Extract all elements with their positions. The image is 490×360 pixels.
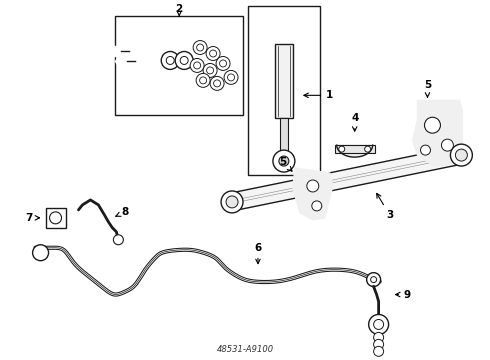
Bar [46, 208, 66, 228]
Bar [335, 145, 375, 153]
Text: 1: 1 [304, 90, 333, 100]
Circle shape [227, 74, 235, 81]
Circle shape [193, 41, 207, 54]
Circle shape [210, 50, 217, 57]
Polygon shape [230, 146, 463, 211]
Ellipse shape [284, 14, 294, 21]
Circle shape [221, 191, 243, 213]
Circle shape [196, 73, 210, 87]
Bar [248, 6, 320, 175]
Circle shape [374, 339, 384, 349]
Ellipse shape [275, 30, 285, 37]
Circle shape [203, 63, 217, 77]
Circle shape [374, 319, 384, 329]
Text: 4: 4 [351, 113, 358, 131]
Ellipse shape [286, 15, 292, 20]
Circle shape [166, 57, 174, 64]
Polygon shape [109, 46, 122, 57]
Text: 8: 8 [116, 207, 129, 217]
Polygon shape [413, 100, 463, 165]
Circle shape [368, 315, 389, 334]
Circle shape [210, 76, 224, 90]
Text: 48531-A9100: 48531-A9100 [217, 345, 273, 354]
Circle shape [424, 117, 441, 133]
Ellipse shape [279, 22, 289, 29]
Text: 5: 5 [279, 157, 292, 171]
Circle shape [175, 51, 193, 69]
Circle shape [441, 139, 453, 151]
Circle shape [374, 346, 384, 356]
Bar [275, 44, 293, 118]
Circle shape [214, 80, 220, 87]
Circle shape [161, 51, 179, 69]
Circle shape [199, 77, 207, 84]
Circle shape [312, 201, 322, 211]
Text: 2: 2 [175, 4, 183, 17]
Circle shape [279, 156, 289, 166]
Circle shape [450, 144, 472, 166]
Text: 6: 6 [254, 243, 262, 264]
Circle shape [190, 58, 204, 72]
Circle shape [220, 60, 226, 67]
Circle shape [113, 235, 123, 245]
Circle shape [206, 46, 220, 60]
Text: 5: 5 [424, 80, 431, 97]
Circle shape [207, 67, 214, 74]
Circle shape [370, 276, 377, 283]
Text: 9: 9 [395, 289, 411, 300]
Circle shape [420, 145, 431, 155]
Circle shape [180, 57, 188, 64]
Text: 3: 3 [377, 193, 393, 220]
Polygon shape [293, 168, 333, 220]
Circle shape [226, 196, 238, 208]
Circle shape [367, 273, 381, 287]
Circle shape [365, 146, 370, 152]
Bar [115, 15, 243, 115]
Polygon shape [115, 56, 127, 67]
Circle shape [194, 62, 200, 69]
Circle shape [273, 150, 295, 172]
Circle shape [196, 44, 204, 51]
Text: 7: 7 [25, 213, 40, 223]
Ellipse shape [281, 23, 287, 28]
Circle shape [374, 332, 384, 342]
Circle shape [307, 180, 319, 192]
Circle shape [49, 212, 62, 224]
Circle shape [33, 245, 49, 261]
Ellipse shape [277, 31, 283, 36]
Circle shape [339, 146, 345, 152]
Circle shape [224, 71, 238, 84]
Circle shape [455, 149, 467, 161]
Circle shape [216, 57, 230, 71]
Bar [280, 118, 288, 153]
Polygon shape [337, 145, 372, 157]
